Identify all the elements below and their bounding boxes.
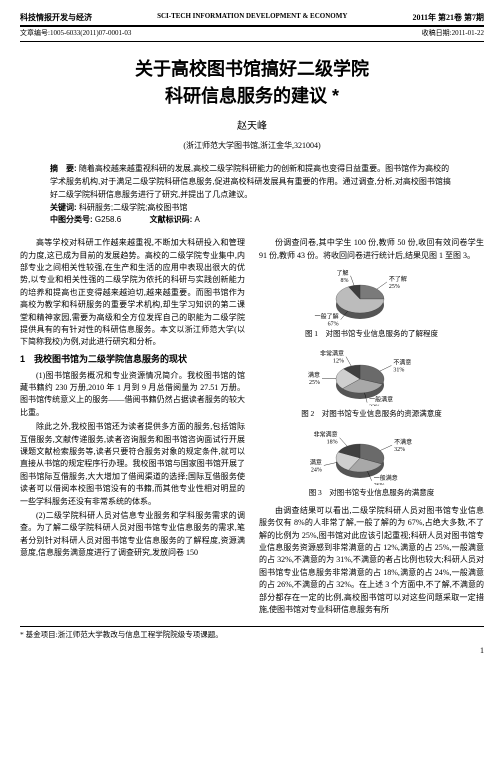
author: 赵天峰: [20, 120, 484, 134]
footnote-text: * 基金项目:浙江师范大学教改与信息工程学院院级专项课题。: [20, 630, 223, 639]
para-1-1: (1)图书馆服务概况和专业资源情况简介。我校图书馆的馆藏书籍约 230 万册,2…: [20, 370, 245, 420]
meta-row: 文章编号:1005-6033(2011)07-0001-03 收稿日期:2011…: [20, 29, 484, 42]
section-1-heading: 1 我校图书馆为二级学院信息服务的现状: [20, 353, 245, 367]
svg-text:8%: 8%: [340, 278, 348, 284]
affiliation: (浙江师范大学图书馆,浙江金华,321004): [20, 140, 484, 151]
svg-text:25%: 25%: [309, 380, 320, 386]
svg-text:非常满意: 非常满意: [313, 431, 337, 439]
svg-text:67%: 67%: [327, 322, 338, 326]
svg-text:12%: 12%: [333, 358, 344, 364]
doc-code-label: 文献标识码:: [150, 215, 193, 224]
figure-2-caption: 图 2 对图书馆专业信息服务的资源满意度: [259, 408, 484, 420]
svg-text:18%: 18%: [326, 440, 337, 446]
svg-text:32%: 32%: [369, 404, 380, 405]
classifications: 中图分类号: G258.6 文献标识码: A: [50, 214, 454, 227]
page-number: 1: [20, 645, 484, 656]
left-column: 高等学校对科研工作越来越重视,不断加大科研投入和管理的力度,这已成为目前的发展趋…: [20, 237, 245, 618]
svg-text:一般满意: 一般满意: [373, 474, 397, 482]
body-columns: 高等学校对科研工作越来越重视,不断加大科研投入和管理的力度,这已成为目前的发展趋…: [20, 237, 484, 618]
svg-text:26%: 26%: [373, 483, 384, 485]
article-title: 关于高校图书馆搞好二级学院 科研信息服务的建议 *: [20, 56, 484, 110]
right-column: 份调查问卷,其中学生 100 份,教师 50 份,收回有效问卷学生 91 份,教…: [259, 237, 484, 618]
svg-text:不了解: 不了解: [388, 275, 406, 283]
pie-chart-3: 不满意32% 一般满意26% 满意24% 非常满意18%: [297, 425, 447, 485]
svg-text:31%: 31%: [393, 367, 404, 373]
figure-3-caption: 图 3 对图书馆专业信息服务的满意度: [259, 487, 484, 499]
journal-name-cn: 科技情报开发与经济: [20, 12, 92, 23]
pie-chart-2: 不满意31% 一般满意32% 满意25% 非常满意12%: [297, 346, 447, 406]
issue-info: 2011年 第21卷 第7期: [412, 12, 484, 23]
article-id: 文章编号:1005-6033(2011)07-0001-03: [20, 29, 131, 39]
header-bar: 科技情报开发与经济 SCI-TECH INFORMATION DEVELOPME…: [20, 12, 484, 27]
svg-text:满意: 满意: [308, 371, 320, 379]
abstract: 摘 要: 随着高校越来越重视科研的发展,高校二级学院科研能力的创新和提高也变得日…: [50, 163, 454, 201]
right-para-after: 由调查结果可以看出,二级学院科研人员对图书馆专业信息服务仅有 8%的人非常了解,…: [259, 505, 484, 617]
figure-1-caption: 图 1 对图书馆专业信息服务的了解程度: [259, 328, 484, 340]
svg-text:满意: 满意: [309, 459, 321, 467]
keywords: 关键词: 科研服务;二级学院;高校图书馆: [50, 202, 454, 215]
right-intro: 份调查问卷,其中学生 100 份,教师 50 份,收回有效问卷学生 91 份,教…: [259, 237, 484, 262]
title-line2: 科研信息服务的建议 *: [20, 83, 484, 110]
figure-1: 不了解25% 一般了解67% 了解8% 图 1 对图书馆专业信息服务的了解程度: [259, 266, 484, 340]
svg-text:一般满意: 一般满意: [369, 395, 393, 403]
figure-2: 不满意31% 一般满意32% 满意25% 非常满意12% 图 2 对图书馆专业信息服务…: [259, 346, 484, 420]
para-1-3: (2)二级学院科研人员对信息专业服务和学科服务需求的调查。为了解二级学院科研人员…: [20, 510, 245, 560]
clc-value: G258.6: [95, 215, 121, 224]
svg-text:24%: 24%: [310, 468, 321, 474]
abstract-text: 随着高校越来越重视科研的发展,高校二级学院科研能力的创新和提高也变得日益重要。图…: [50, 164, 451, 199]
title-line1: 关于高校图书馆搞好二级学院: [20, 56, 484, 83]
svg-text:不满意: 不满意: [393, 358, 411, 366]
keywords-text: 科研服务;二级学院;高校图书馆: [79, 203, 187, 212]
abstract-block: 摘 要: 随着高校越来越重视科研的发展,高校二级学院科研能力的创新和提高也变得日…: [20, 163, 484, 227]
page: 科技情报开发与经济 SCI-TECH INFORMATION DEVELOPME…: [0, 0, 504, 668]
journal-name-en: SCI-TECH INFORMATION DEVELOPMENT & ECONO…: [157, 12, 347, 23]
abstract-label: 摘 要:: [50, 164, 77, 173]
keywords-label: 关键词:: [50, 203, 77, 212]
svg-text:非常满意: 非常满意: [319, 349, 343, 357]
para-1-2: 除此之外,我校图书馆还为读者提供多方面的服务,包括馆际互借服务,文献传递服务,读…: [20, 421, 245, 508]
footnote: * 基金项目:浙江师范大学教改与信息工程学院院级专项课题。: [20, 626, 484, 641]
svg-text:一般了解: 一般了解: [314, 313, 338, 321]
svg-text:了解: 了解: [336, 269, 348, 277]
svg-text:32%: 32%: [394, 447, 405, 453]
figure-3: 不满意32% 一般满意26% 满意24% 非常满意18% 图 3 对图书馆专业信息服务…: [259, 425, 484, 499]
intro-para: 高等学校对科研工作越来越重视,不断加大科研投入和管理的力度,这已成为目前的发展趋…: [20, 237, 245, 349]
svg-text:25%: 25%: [388, 284, 399, 290]
doc-code-value: A: [195, 215, 200, 224]
svg-text:不满意: 不满意: [394, 438, 412, 446]
received-date: 收稿日期:2011-01-22: [422, 29, 484, 39]
pie-chart-1: 不了解25% 一般了解67% 了解8%: [297, 266, 447, 326]
clc-label: 中图分类号:: [50, 215, 93, 224]
